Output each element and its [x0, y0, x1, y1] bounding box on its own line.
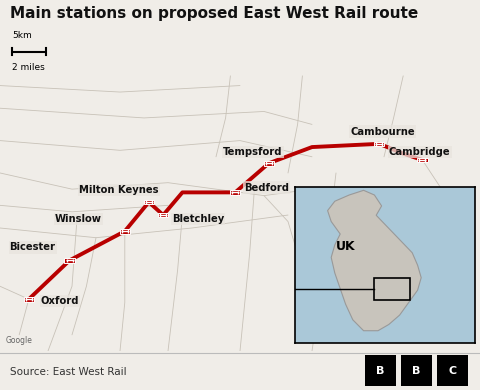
Text: B: B	[412, 365, 420, 376]
Text: Bedford: Bedford	[244, 183, 289, 193]
Text: Cambridge: Cambridge	[389, 147, 450, 157]
FancyBboxPatch shape	[264, 161, 274, 166]
Text: B: B	[376, 365, 384, 376]
Polygon shape	[327, 190, 421, 331]
FancyBboxPatch shape	[230, 190, 240, 195]
FancyBboxPatch shape	[120, 229, 130, 234]
FancyBboxPatch shape	[64, 258, 75, 263]
FancyBboxPatch shape	[144, 200, 154, 204]
Text: Bletchley: Bletchley	[172, 214, 224, 224]
Text: Google: Google	[6, 336, 33, 345]
FancyBboxPatch shape	[158, 213, 168, 217]
Text: UK: UK	[336, 240, 355, 253]
Text: Source: East West Rail: Source: East West Rail	[10, 367, 126, 378]
Text: 5km: 5km	[12, 31, 32, 40]
FancyBboxPatch shape	[401, 355, 432, 386]
Text: Winslow: Winslow	[55, 214, 102, 224]
Text: Bicester: Bicester	[10, 243, 56, 252]
FancyBboxPatch shape	[417, 158, 428, 162]
Text: Tempsford: Tempsford	[223, 147, 283, 157]
Text: Main stations on proposed East West Rail route: Main stations on proposed East West Rail…	[10, 6, 418, 21]
FancyBboxPatch shape	[437, 355, 468, 386]
FancyBboxPatch shape	[24, 297, 34, 301]
FancyBboxPatch shape	[365, 355, 396, 386]
Text: Cambourne: Cambourne	[350, 126, 415, 136]
Text: Milton Keynes: Milton Keynes	[79, 185, 159, 195]
Text: C: C	[448, 365, 456, 376]
Text: 2 miles: 2 miles	[12, 63, 45, 72]
FancyBboxPatch shape	[374, 142, 384, 146]
Bar	[374, 278, 410, 300]
Text: Oxford: Oxford	[41, 296, 79, 306]
